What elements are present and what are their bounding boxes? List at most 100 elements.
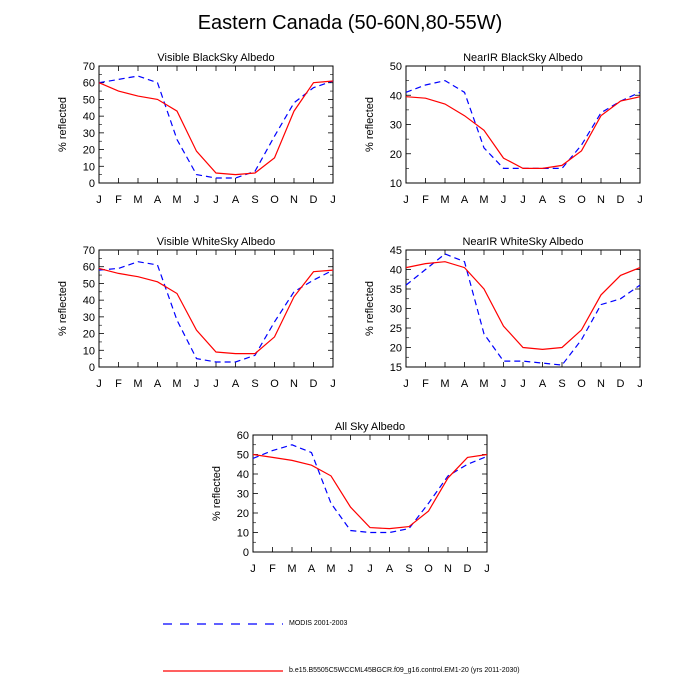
y-tick-label: 10 [390,178,402,190]
plot-frame [405,249,641,368]
y-tick-label: 30 [237,489,249,501]
x-tick-label: M [479,194,488,206]
x-tick-label: A [232,194,240,206]
x-tick-label: F [422,378,429,390]
x-tick-label: J [348,563,354,575]
chart-title: Visible WhiteSky Albedo [157,236,275,248]
y-tick-label: 10 [83,161,95,173]
y-tick-label: 40 [83,111,95,123]
x-tick-label: A [539,378,547,390]
x-tick-label: M [440,378,449,390]
x-tick-label: M [133,378,142,390]
x-tick-label: J [403,194,409,206]
chart-panel-5: All Sky Albedo % reflected 0 10 20 30 40 50 60 J F… [211,421,490,575]
y-tick-label: 70 [83,245,95,257]
plot-frame [98,249,334,368]
x-tick-label: N [597,194,605,206]
x-tick-label: M [479,378,488,390]
x-tick-label: A [461,194,469,206]
x-tick-label: M [172,378,181,390]
x-tick-label: O [577,194,586,206]
y-tick-label: 35 [390,284,402,296]
x-tick-label: J [520,194,526,206]
y-tick-label: 0 [89,178,95,190]
plot-frame [252,434,488,553]
y-tick-label: 60 [83,78,95,90]
series-line-modis [405,253,641,366]
series-line-modis [98,75,334,179]
x-tick-label: S [251,378,258,390]
x-tick-label: J [520,378,526,390]
x-tick-label: N [444,563,452,575]
x-tick-label: A [461,378,469,390]
chart-title: Visible BlackSky Albedo [157,52,274,64]
x-tick-label: A [232,378,240,390]
x-tick-label: D [310,194,318,206]
plot-frame [98,65,334,184]
x-tick-label: M [440,194,449,206]
y-tick-label: 15 [390,362,402,374]
y-tick-label: 50 [83,94,95,106]
x-tick-label: J [367,563,373,575]
x-tick-label: O [270,194,279,206]
y-tick-label: 20 [390,343,402,355]
x-tick-label: A [154,378,162,390]
x-tick-label: F [115,378,122,390]
figure-title: Eastern Canada (50-60N,80-55W) [197,12,503,34]
x-tick-label: F [422,194,429,206]
y-tick-label: 0 [89,362,95,374]
x-tick-label: J [96,378,102,390]
x-tick-label: A [154,194,162,206]
y-tick-label: 30 [83,312,95,324]
x-tick-label: N [290,194,298,206]
x-tick-label: A [308,563,316,575]
y-tick-label: 45 [390,245,402,257]
y-tick-label: 10 [237,528,249,540]
x-tick-label: J [96,194,102,206]
y-axis-label: % reflected [211,466,223,521]
y-axis-label: % reflected [364,97,376,152]
y-tick-label: 50 [237,450,249,462]
x-tick-label: M [326,563,335,575]
series-line-modis [252,444,488,534]
series-line-model [405,96,641,169]
x-tick-label: D [310,378,318,390]
x-tick-label: J [213,378,219,390]
x-tick-label: J [330,378,336,390]
x-tick-label: J [194,378,200,390]
x-tick-label: F [269,563,276,575]
chart-title: All Sky Albedo [335,421,405,433]
y-tick-label: 0 [243,547,249,559]
y-tick-label: 20 [237,508,249,520]
x-tick-label: J [637,194,643,206]
x-tick-label: N [597,378,605,390]
x-tick-label: S [405,563,412,575]
y-tick-label: 40 [237,469,249,481]
y-tick-label: 25 [390,323,402,335]
chart-panel-4: NearIR WhiteSky Albedo % reflected 15 20 25 3… [364,236,643,390]
chart-panel-1: Visible BlackSky Albedo % reflected 0 10 20 3… [57,52,336,206]
x-tick-label: J [213,194,219,206]
x-tick-label: O [270,378,279,390]
x-tick-label: M [133,194,142,206]
x-tick-label: J [501,378,507,390]
series-line-modis [405,79,641,169]
chart-panel-3: Visible WhiteSky Albedo % reflected 0 10 20 3… [57,236,336,390]
x-tick-label: D [617,194,625,206]
x-tick-label: J [403,378,409,390]
y-axis-label: % reflected [364,281,376,336]
x-tick-label: J [330,194,336,206]
chart-panel-2: NearIR BlackSky Albedo % reflected 10 20 30 4… [364,52,643,206]
x-tick-label: D [617,378,625,390]
y-tick-label: 30 [390,304,402,316]
x-tick-label: N [290,378,298,390]
series-line-model [98,80,334,176]
x-tick-label: O [424,563,433,575]
y-tick-label: 10 [83,345,95,357]
y-tick-label: 50 [83,278,95,290]
y-tick-label: 50 [390,61,402,73]
y-tick-label: 40 [83,295,95,307]
y-tick-label: 40 [390,90,402,102]
x-tick-label: A [539,194,547,206]
